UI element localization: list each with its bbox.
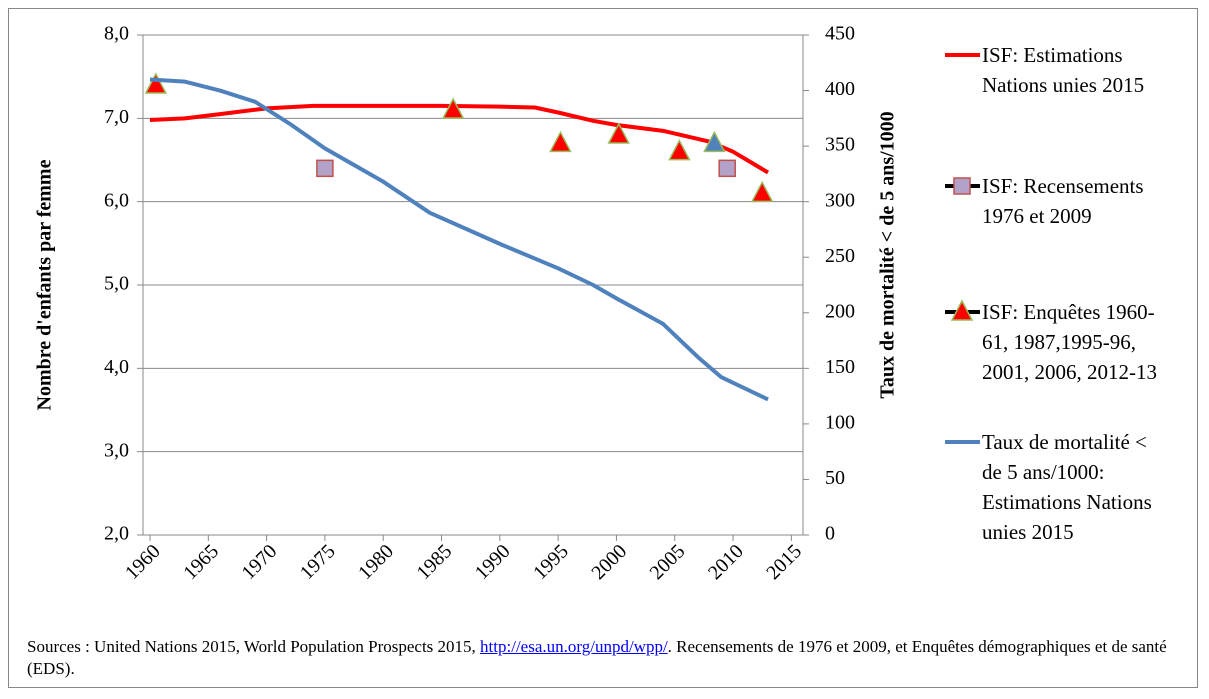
y-axis-label: Nombre d'enfants par femme: [34, 159, 56, 410]
x-tick-label: 1960: [121, 540, 165, 584]
chart: Nombre d'enfants par femme Taux de morta…: [34, 23, 980, 584]
source-text: . Recensements de 1976 et 2009, et Enquê…: [27, 637, 1167, 678]
source-note: Sources : United Nations 2015, World Pop…: [27, 636, 1187, 680]
source-link[interactable]: http://esa.un.org/unpd/wpp/: [480, 637, 668, 656]
x-tick-label: 1990: [471, 540, 515, 584]
series-line: [149, 77, 769, 402]
x-tick-label: 2015: [762, 540, 806, 584]
y2-tick-label: 50: [825, 467, 845, 489]
data-point: [750, 180, 774, 203]
y-tick-label: 4,0: [104, 356, 129, 378]
source-text: Sources : United Nations 2015, World Pop…: [27, 637, 481, 656]
x-tick-label: 2005: [646, 540, 690, 584]
y-tick-label: 5,0: [104, 273, 129, 295]
x-tick-label: 1965: [179, 540, 223, 584]
y2-tick-label: 400: [825, 78, 855, 100]
series-line: [149, 103, 770, 175]
y2-tick-label: 0: [825, 523, 835, 545]
y-tick-label: 3,0: [104, 439, 129, 461]
y2-axis-label: Taux de mortalité < de 5 ans/1000: [877, 111, 899, 398]
legend-label: ISF: Estimations Nations unies 2015: [982, 43, 1145, 97]
chart-frame: [8, 8, 1198, 688]
y2-tick-label: 350: [825, 134, 855, 156]
x-tick-label: 1975: [296, 540, 340, 584]
data-point: [549, 130, 572, 153]
y-tick-label: 2,0: [104, 523, 129, 545]
data-point: [668, 139, 691, 161]
y-tick-label: 6,0: [104, 189, 129, 211]
x-tick-label: 1985: [412, 540, 456, 584]
y2-tick-label: 100: [825, 411, 855, 433]
data-point: [441, 97, 465, 119]
data-point: [607, 122, 631, 144]
data-point: [316, 159, 334, 178]
data-point: [718, 159, 736, 178]
data-point: [144, 72, 168, 94]
x-tick-label: 2000: [587, 540, 631, 584]
x-tick-label: 1970: [238, 540, 282, 584]
legend-marker: [953, 177, 971, 195]
x-tick-label: 2010: [704, 540, 748, 584]
x-tick-label: 1980: [354, 540, 398, 584]
legend-label: ISF: Enquêtes 1960- 61, 1987,1995-96, 20…: [982, 300, 1157, 384]
legend-marker: [950, 299, 974, 321]
legend-label: Taux de mortalité < de 5 ans/1000: Estim…: [982, 430, 1152, 544]
y2-tick-label: 300: [825, 189, 855, 211]
y2-tick-label: 450: [825, 23, 855, 45]
y-tick-label: 7,0: [104, 106, 129, 128]
data-point: [703, 130, 726, 153]
y2-tick-label: 200: [825, 300, 855, 322]
legend-label: ISF: Recensements 1976 et 2009: [982, 174, 1144, 228]
y2-tick-label: 250: [825, 245, 855, 267]
y-tick-label: 8,0: [104, 23, 129, 45]
y2-tick-label: 150: [825, 356, 855, 378]
x-tick-label: 1995: [529, 540, 573, 584]
